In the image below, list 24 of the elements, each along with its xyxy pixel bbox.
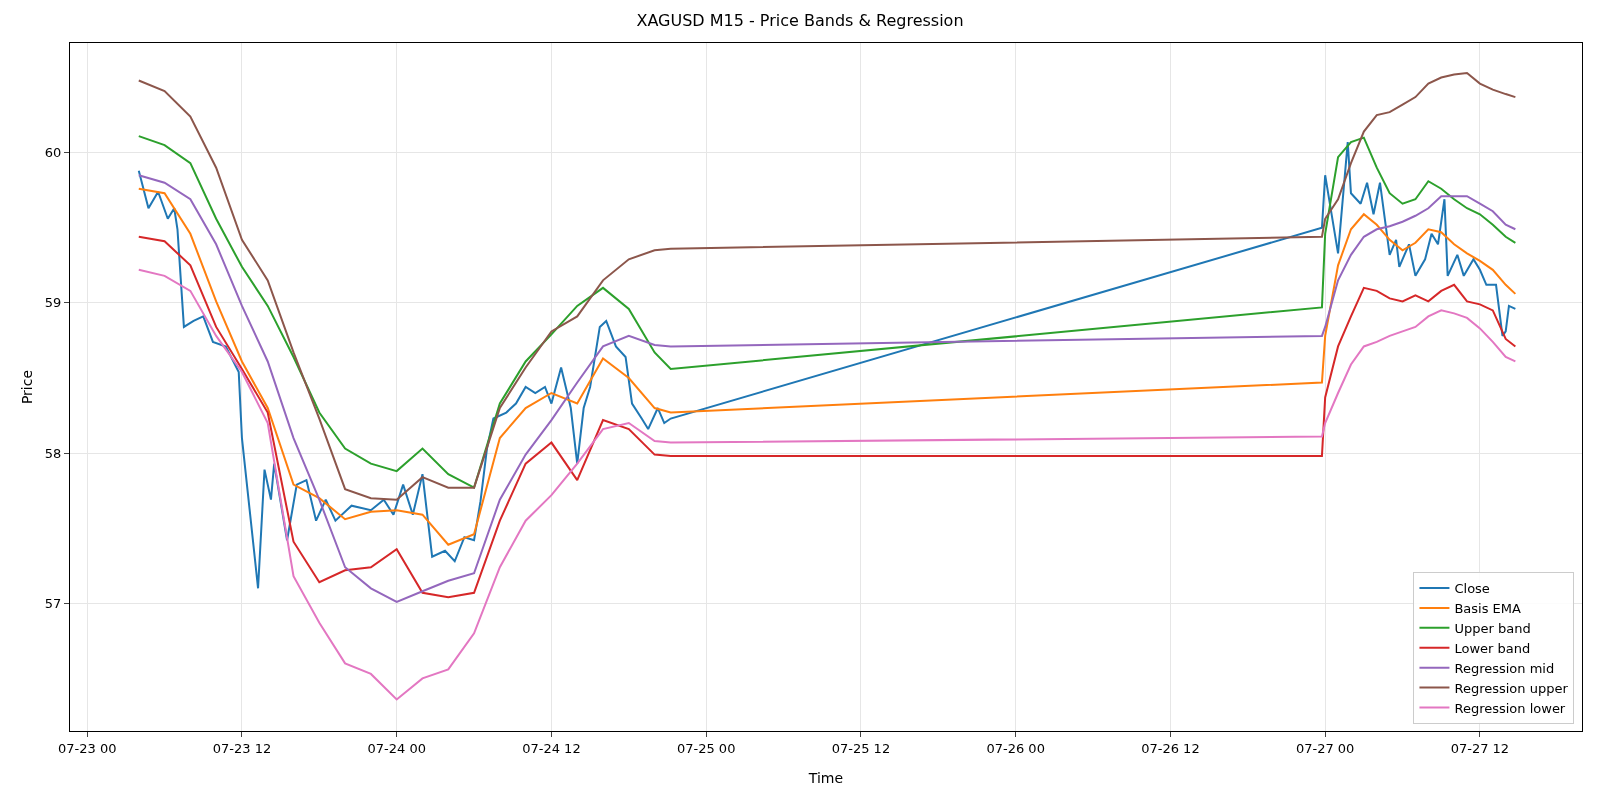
- x-tick-label: 07-26 00: [986, 740, 1045, 756]
- legend-label: Regression lower: [1454, 700, 1566, 716]
- x-tick-label: 07-27 00: [1295, 740, 1355, 756]
- x-axis-title: Time: [807, 770, 844, 786]
- y-tick-label: 57: [44, 595, 62, 611]
- y-axis-title: Price: [19, 369, 35, 405]
- legend-label: Basis EMA: [1454, 601, 1522, 617]
- x-tick-label: 07-23 12: [212, 740, 272, 756]
- legend-label: Lower band: [1454, 640, 1531, 656]
- legend-label: Upper band: [1454, 620, 1531, 636]
- legend-label: Regression mid: [1454, 660, 1555, 676]
- y-tick-label: 58: [44, 445, 62, 461]
- x-tick-label: 07-24 12: [522, 740, 581, 756]
- y-tick-label: 59: [44, 295, 62, 311]
- legend-label: Regression upper: [1454, 680, 1569, 696]
- x-tick-label: 07-25 12: [831, 740, 891, 756]
- chart-title: XAGUSD M15 - Price Bands & Regression: [636, 10, 964, 30]
- x-tick-label: 07-26 12: [1141, 740, 1200, 756]
- x-tick-label: 07-23 00: [57, 740, 117, 756]
- x-tick-label: 07-25 00: [676, 740, 736, 756]
- y-tick-label: 60: [44, 145, 62, 161]
- x-tick-label: 07-24 00: [367, 740, 426, 756]
- x-tick-label: 07-27 12: [1450, 740, 1510, 756]
- legend-label: Close: [1454, 581, 1490, 597]
